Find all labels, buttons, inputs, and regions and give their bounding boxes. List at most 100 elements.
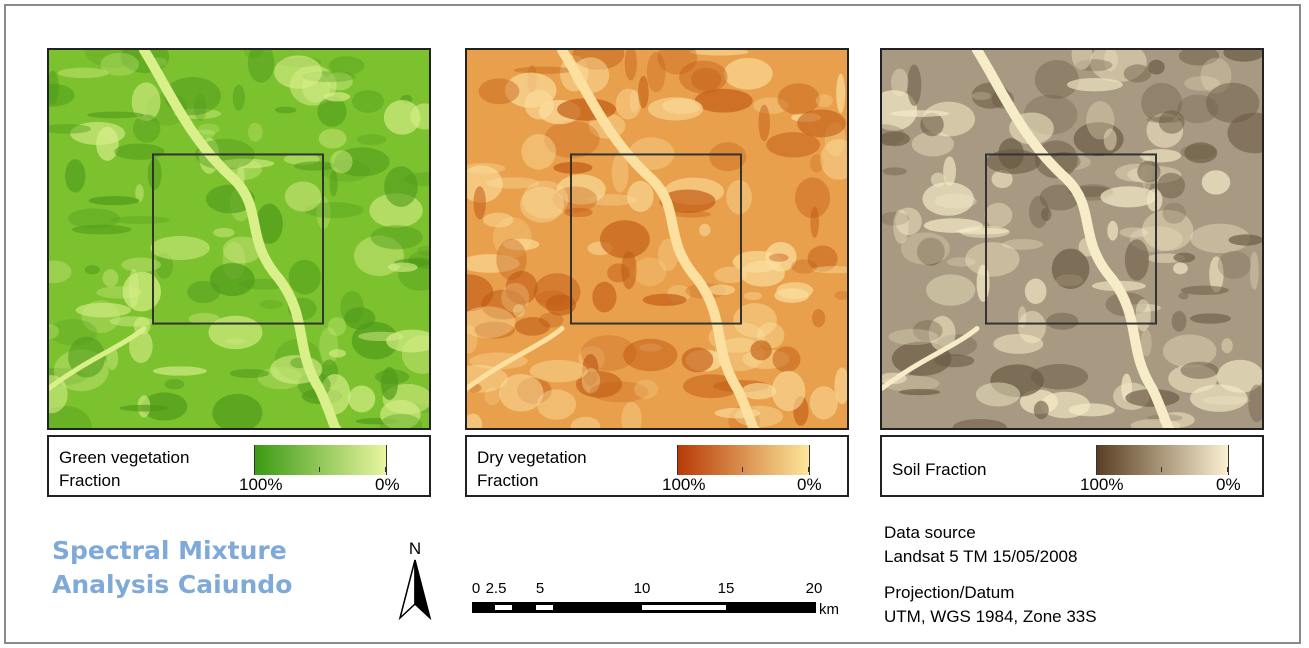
raster-patch (990, 364, 1044, 397)
raster-patch (1206, 82, 1260, 123)
raster-patch (769, 253, 789, 262)
raster-patch (248, 122, 263, 142)
raster-patch (689, 50, 749, 56)
raster-patch (810, 206, 819, 238)
raster-patch (633, 257, 667, 287)
raster-patch (188, 312, 220, 325)
raster-patch (621, 251, 637, 290)
raster-patch (743, 291, 762, 301)
raster-patch (1123, 64, 1152, 83)
legend-title-line1: Green vegetation (59, 448, 190, 467)
raster-patch (772, 346, 801, 373)
raster-patch (513, 304, 525, 317)
raster-patch (986, 149, 1041, 174)
raster-patch (259, 299, 283, 309)
raster-patch (65, 159, 86, 193)
raster-patch (49, 70, 59, 106)
raster-patch (1184, 142, 1218, 164)
dry-vegetation-legend: Dry vegetation Fraction 100% 0% (465, 435, 849, 497)
raster-patch (893, 209, 909, 244)
raster-patch (899, 388, 941, 396)
map-title: Spectral Mixture Analysis Caiundo (52, 534, 292, 602)
river-channel (139, 50, 342, 428)
raster-patch (1046, 312, 1079, 330)
raster-patch (723, 57, 773, 90)
raster-patch (891, 341, 952, 376)
raster-patch (694, 88, 753, 113)
raster-patch (580, 335, 637, 372)
data-source-label: Data source (884, 523, 976, 542)
raster-patch (714, 266, 748, 283)
raster-patch (766, 132, 821, 158)
raster-patch (222, 236, 262, 264)
raster-patch (1135, 299, 1151, 332)
raster-patch (646, 51, 666, 93)
raster-patch (1002, 239, 1044, 250)
raster-patch (1071, 50, 1092, 70)
scale-bar: 0 2.5 5 10 15 20 km (472, 580, 839, 618)
raster-patch (1190, 384, 1248, 412)
raster-patch (1173, 262, 1188, 275)
raster-patch (1201, 170, 1231, 195)
raster-patch (811, 266, 847, 274)
raster-patch (809, 386, 838, 420)
raster-patch (88, 196, 140, 206)
raster-patch (624, 50, 637, 81)
raster-patch (733, 303, 777, 338)
raster-patch (891, 68, 909, 97)
legend-title-line2: Fraction (59, 471, 121, 490)
raster-patch (520, 186, 564, 223)
raster-patch (383, 100, 421, 135)
raster-patch (232, 84, 245, 111)
ramp-min-label: 100% (662, 475, 706, 494)
raster-patch (71, 224, 132, 235)
scale-label: 10 (634, 580, 651, 597)
raster-patch (709, 142, 747, 172)
raster-patch (699, 223, 711, 237)
raster-patch (600, 220, 650, 259)
raster-patch (1100, 186, 1157, 208)
soil-fraction-map (880, 48, 1264, 430)
projection-label: Projection/Datum (884, 583, 1015, 602)
raster-patch (1217, 250, 1252, 279)
raster-patch (386, 329, 429, 353)
legend-title-line1: Dry vegetation (477, 448, 587, 467)
raster-patch (946, 257, 976, 267)
ramp-tick (319, 467, 320, 472)
raster-patch (84, 265, 100, 275)
raster-patch (623, 338, 678, 372)
raster-patch (1180, 144, 1217, 160)
raster-patch (255, 203, 283, 244)
raster-patch (119, 404, 170, 412)
ramp-tick (742, 467, 743, 472)
raster-patch (467, 325, 478, 354)
raster-patch (1173, 252, 1196, 263)
raster-patch (791, 259, 818, 274)
raster-patch (1190, 313, 1231, 324)
raster-patch (611, 152, 629, 193)
raster-patch (133, 114, 161, 143)
raster-patch (634, 379, 658, 399)
raster-patch (1162, 334, 1217, 368)
raster-patch (1139, 149, 1182, 163)
raster-patch (544, 120, 600, 159)
raster-patch (629, 89, 640, 113)
raster-patch (765, 241, 797, 272)
raster-patch (556, 174, 606, 205)
raster-patch (1018, 306, 1027, 328)
raster-patch (121, 257, 161, 272)
raster-patch (401, 335, 429, 374)
ramp-max-label: 0% (1216, 475, 1241, 494)
raster-patch (57, 67, 109, 79)
scale-label: 15 (718, 580, 735, 597)
ramp-max-label: 0% (797, 475, 822, 494)
scale-bar-segment (642, 605, 726, 610)
raster-patch (1039, 184, 1081, 211)
raster-patch (187, 280, 221, 304)
raster-patch (975, 382, 1021, 407)
raster-patch (352, 90, 384, 113)
raster-patch (155, 252, 174, 279)
raster-patch (502, 238, 540, 251)
raster-patch (1029, 195, 1049, 229)
ramp-min-label: 100% (239, 475, 283, 494)
